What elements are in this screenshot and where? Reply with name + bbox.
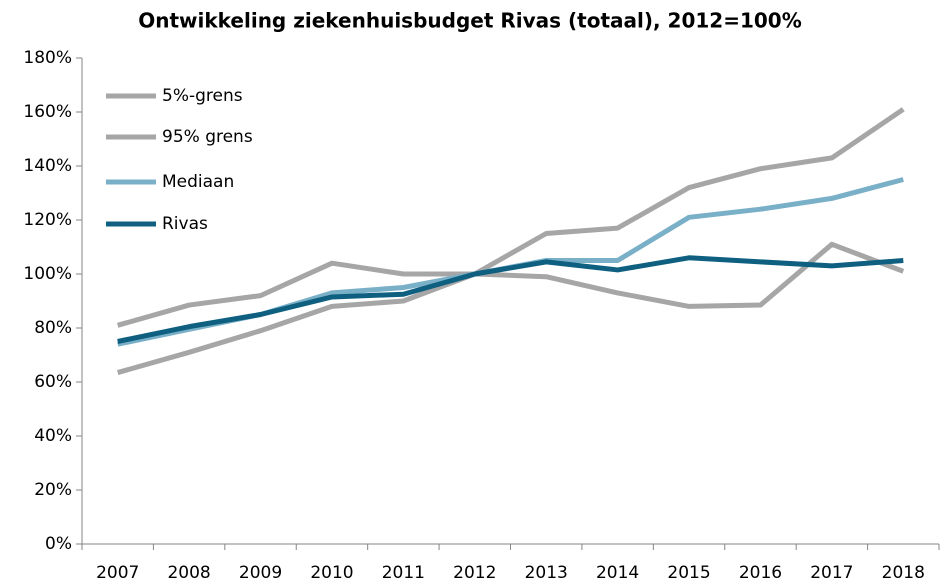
x-tick-label: 2007 — [96, 563, 139, 583]
x-tick-label: 2016 — [739, 563, 782, 583]
y-tick-label: 180% — [23, 48, 72, 68]
y-tick-label: 20% — [34, 480, 72, 500]
x-tick-label: 2011 — [382, 563, 425, 583]
x-tick-label: 2015 — [667, 563, 710, 583]
legend-label: Rivas — [162, 214, 208, 234]
y-tick-label: 100% — [23, 264, 72, 284]
series-line — [117, 107, 905, 375]
x-tick-label: 2017 — [810, 563, 853, 583]
series-line — [117, 255, 904, 344]
y-tick-label: 40% — [34, 426, 72, 446]
x-tick-label: 2008 — [167, 563, 210, 583]
x-tick-label: 2014 — [596, 563, 639, 583]
legend-label: 5%-grens — [162, 86, 243, 106]
y-tick-label: 160% — [23, 102, 72, 122]
y-tick-label: 80% — [34, 318, 72, 338]
series-line — [117, 241, 905, 328]
x-tick-label: 2012 — [453, 563, 496, 583]
x-tick-label: 2018 — [882, 563, 925, 583]
y-tick-label: 0% — [45, 534, 72, 554]
legend-label: 95% grens — [162, 127, 253, 147]
chart-title: Ontwikkeling ziekenhuisbudget Rivas (tot… — [138, 9, 802, 33]
x-tick-label: 2010 — [310, 563, 353, 583]
y-tick-label: 140% — [23, 156, 72, 176]
x-tick-label: 2013 — [525, 563, 568, 583]
x-tick-label: 2009 — [239, 563, 282, 583]
y-tick-label: 120% — [23, 210, 72, 230]
legend-label: Mediaan — [162, 172, 234, 192]
y-tick-label: 60% — [34, 372, 72, 392]
